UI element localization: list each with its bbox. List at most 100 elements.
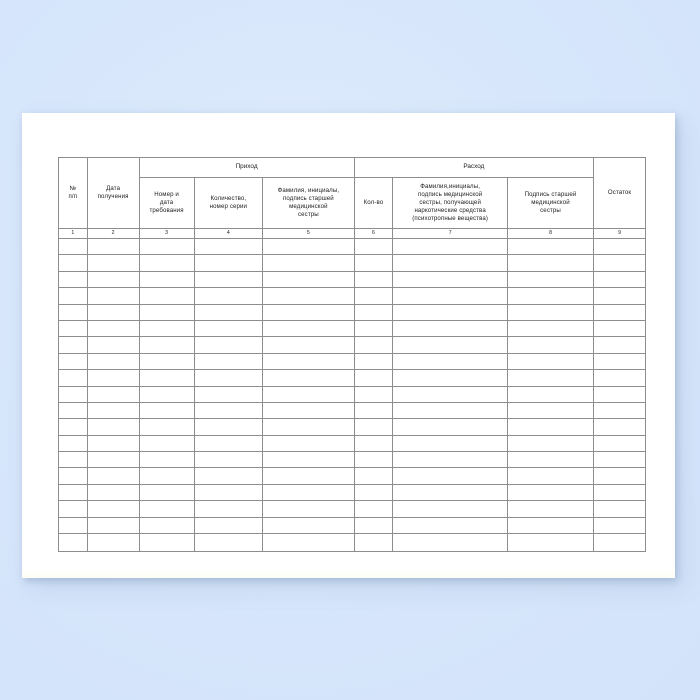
table-cell[interactable] bbox=[353, 369, 394, 387]
table-cell[interactable] bbox=[392, 451, 509, 469]
table-cell[interactable] bbox=[593, 385, 646, 403]
table-cell[interactable] bbox=[593, 336, 646, 354]
table-cell[interactable] bbox=[507, 451, 595, 469]
table-cell[interactable] bbox=[593, 467, 646, 485]
table-cell[interactable] bbox=[138, 270, 195, 289]
table-cell[interactable] bbox=[507, 254, 595, 272]
table-cell[interactable] bbox=[262, 500, 355, 518]
table-cell[interactable] bbox=[138, 254, 195, 272]
table-row[interactable] bbox=[58, 483, 646, 502]
table-cell[interactable] bbox=[86, 336, 140, 354]
table-cell[interactable] bbox=[392, 303, 509, 321]
table-cell[interactable] bbox=[58, 483, 88, 502]
table-cell[interactable] bbox=[392, 401, 509, 420]
table-cell[interactable] bbox=[593, 516, 646, 535]
table-cell[interactable] bbox=[507, 336, 595, 354]
table-cell[interactable] bbox=[193, 287, 264, 305]
table-cell[interactable] bbox=[593, 254, 646, 272]
table-row[interactable] bbox=[58, 467, 646, 485]
table-cell[interactable] bbox=[193, 336, 264, 354]
table-cell[interactable] bbox=[138, 287, 195, 305]
table-cell[interactable] bbox=[138, 434, 195, 453]
table-cell[interactable] bbox=[392, 467, 509, 485]
table-cell[interactable] bbox=[392, 516, 509, 535]
table-cell[interactable] bbox=[353, 451, 394, 469]
table-cell[interactable] bbox=[507, 303, 595, 321]
table-cell[interactable] bbox=[86, 254, 140, 272]
table-cell[interactable] bbox=[262, 270, 355, 289]
table-cell[interactable] bbox=[507, 467, 595, 485]
table-cell[interactable] bbox=[262, 303, 355, 321]
table-cell[interactable] bbox=[86, 369, 140, 387]
table-row[interactable] bbox=[58, 451, 646, 469]
table-cell[interactable] bbox=[353, 319, 394, 338]
table-cell[interactable] bbox=[86, 401, 140, 420]
table-cell[interactable] bbox=[86, 533, 140, 553]
table-cell[interactable] bbox=[353, 254, 394, 272]
table-cell[interactable] bbox=[262, 483, 355, 502]
table-cell[interactable] bbox=[593, 287, 646, 305]
table-cell[interactable] bbox=[193, 352, 264, 371]
table-cell[interactable] bbox=[58, 516, 88, 535]
table-cell[interactable] bbox=[507, 483, 595, 502]
table-cell[interactable] bbox=[193, 451, 264, 469]
table-cell[interactable] bbox=[262, 533, 355, 553]
table-row[interactable] bbox=[58, 237, 646, 256]
table-cell[interactable] bbox=[58, 500, 88, 518]
table-row[interactable] bbox=[58, 254, 646, 272]
table-cell[interactable] bbox=[58, 352, 88, 371]
table-cell[interactable] bbox=[392, 254, 509, 272]
table-cell[interactable] bbox=[507, 270, 595, 289]
table-cell[interactable] bbox=[507, 237, 595, 256]
table-cell[interactable] bbox=[392, 385, 509, 403]
table-row[interactable] bbox=[58, 287, 646, 305]
table-cell[interactable] bbox=[193, 500, 264, 518]
table-cell[interactable] bbox=[138, 401, 195, 420]
table-cell[interactable] bbox=[138, 303, 195, 321]
table-cell[interactable] bbox=[138, 319, 195, 338]
table-cell[interactable] bbox=[58, 319, 88, 338]
table-cell[interactable] bbox=[507, 516, 595, 535]
table-cell[interactable] bbox=[392, 270, 509, 289]
table-cell[interactable] bbox=[193, 254, 264, 272]
table-cell[interactable] bbox=[58, 303, 88, 321]
table-cell[interactable] bbox=[262, 254, 355, 272]
table-cell[interactable] bbox=[138, 237, 195, 256]
table-cell[interactable] bbox=[86, 270, 140, 289]
table-row[interactable] bbox=[58, 401, 646, 420]
table-cell[interactable] bbox=[58, 270, 88, 289]
table-cell[interactable] bbox=[392, 352, 509, 371]
table-cell[interactable] bbox=[593, 237, 646, 256]
table-cell[interactable] bbox=[593, 369, 646, 387]
table-cell[interactable] bbox=[86, 467, 140, 485]
table-cell[interactable] bbox=[193, 483, 264, 502]
table-cell[interactable] bbox=[193, 401, 264, 420]
table-row[interactable] bbox=[58, 270, 646, 289]
table-cell[interactable] bbox=[58, 287, 88, 305]
table-cell[interactable] bbox=[392, 418, 509, 436]
table-cell[interactable] bbox=[138, 467, 195, 485]
table-cell[interactable] bbox=[593, 533, 646, 553]
table-cell[interactable] bbox=[86, 418, 140, 436]
table-cell[interactable] bbox=[58, 369, 88, 387]
table-cell[interactable] bbox=[193, 533, 264, 553]
table-cell[interactable] bbox=[193, 237, 264, 256]
table-cell[interactable] bbox=[593, 270, 646, 289]
table-cell[interactable] bbox=[86, 237, 140, 256]
table-cell[interactable] bbox=[193, 385, 264, 403]
table-cell[interactable] bbox=[86, 287, 140, 305]
table-cell[interactable] bbox=[262, 319, 355, 338]
table-row[interactable] bbox=[58, 303, 646, 321]
table-cell[interactable] bbox=[138, 500, 195, 518]
table-cell[interactable] bbox=[392, 500, 509, 518]
table-cell[interactable] bbox=[58, 451, 88, 469]
table-cell[interactable] bbox=[193, 516, 264, 535]
table-cell[interactable] bbox=[353, 237, 394, 256]
table-cell[interactable] bbox=[262, 369, 355, 387]
table-cell[interactable] bbox=[262, 434, 355, 453]
table-cell[interactable] bbox=[86, 319, 140, 338]
table-cell[interactable] bbox=[58, 385, 88, 403]
table-cell[interactable] bbox=[353, 483, 394, 502]
table-cell[interactable] bbox=[138, 516, 195, 535]
table-row[interactable] bbox=[58, 352, 646, 371]
